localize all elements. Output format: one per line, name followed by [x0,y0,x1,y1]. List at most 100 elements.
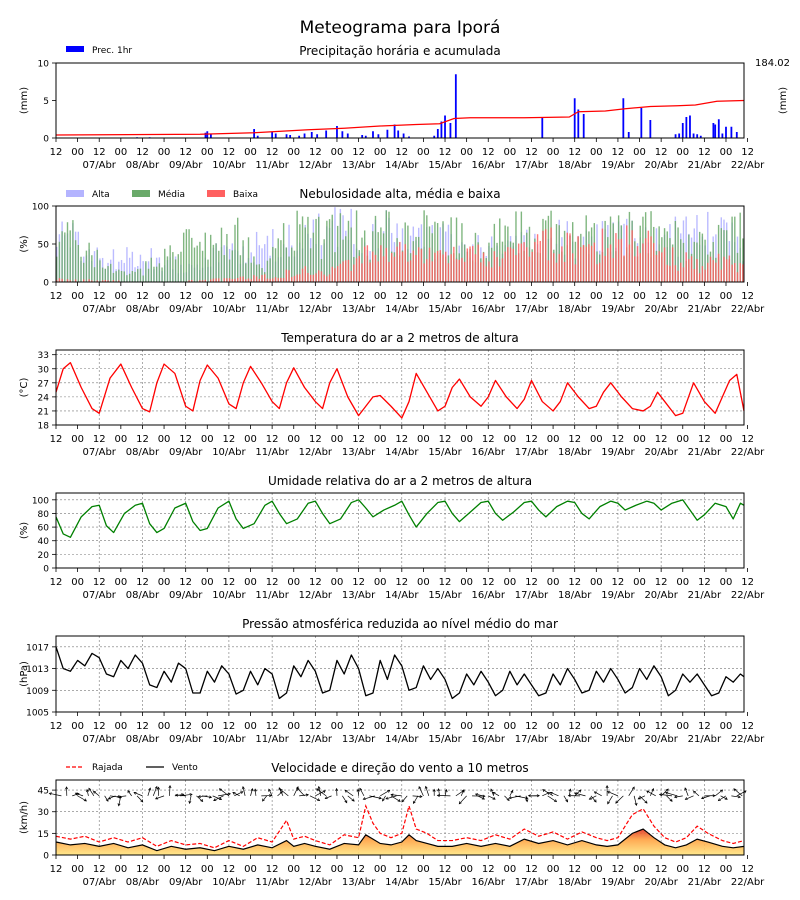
x-tick-label: 12 [395,864,408,875]
wind-arrow [666,795,673,802]
x-tick-label: 12 [525,721,538,732]
wind-arrowhead [481,796,485,800]
cloud-bar [404,244,406,282]
cloud-bar [104,268,107,282]
wind-arrowhead [148,787,152,791]
cloud-bar [272,278,274,282]
cloud-bar [377,261,379,282]
wind-arrowhead [536,794,540,798]
cloud-bar [158,263,161,282]
cloud-bar [466,248,469,282]
cloud-bar [185,229,188,282]
x-tick-label: 00 [676,577,689,588]
wind-arrowhead [232,792,236,795]
cloud-bar [634,256,636,282]
cloud-bar [442,221,444,282]
y-tick-label: 5 [43,97,49,107]
cloud-bar [131,271,134,282]
precip-bar [627,132,630,138]
cloud-bar [569,233,571,282]
cloud-bar [218,278,220,282]
x-day-label: 08/Abr [126,304,160,315]
precip-bar [692,133,695,138]
x-tick-label: 12 [136,434,149,445]
cloud-bar [264,244,266,282]
wind-arrowhead [458,801,462,805]
wind-arrow [574,789,581,797]
wind-arrowhead [733,788,737,792]
cloud-bar [266,235,269,282]
wind-arrow [357,789,359,796]
wind-arrow [607,795,613,805]
gust-line [55,803,745,849]
x-tick-label: 00 [244,721,257,732]
x-tick-label: 12 [266,434,279,445]
wind-arrow [218,793,231,797]
legend-label: Rajada [92,763,123,773]
x-tick-label: 12 [741,577,754,588]
x-tick-label: 00 [244,291,257,302]
cloud-bar [99,260,101,282]
cloud-bar [226,233,228,282]
x-tick-label: 12 [612,721,625,732]
precip-bar [712,123,715,138]
x-tick-label: 12 [93,291,106,302]
cloud-bar [566,232,568,282]
y-tick-label: 21 [38,407,49,417]
y-tick-label: 1005 [26,709,49,719]
cloud-bar [604,220,606,282]
wind-arrowhead [508,796,512,800]
wind-arrow [316,788,327,797]
precip-bar [361,135,364,138]
cloud-bar [617,239,620,282]
x-day-label: 08/Abr [126,877,160,888]
cloud-bar [728,255,731,282]
x-day-label: 14/Abr [385,590,419,601]
cloud-bar [572,222,574,282]
x-tick-label: 12 [568,434,581,445]
x-tick-label: 12 [698,577,711,588]
cloud-bar [326,220,328,282]
cloud-bar [582,244,585,282]
cloud-bar [636,246,639,282]
x-tick-label: 00 [287,721,300,732]
x-tick-label: 00 [547,291,560,302]
cloud-bar [345,236,347,282]
x-tick-label: 12 [655,721,668,732]
x-tick-label: 12 [136,721,149,732]
cloud-bar [166,256,169,282]
cloud-bar [107,266,109,282]
cloud-bar [315,273,317,282]
cloud-bar [720,269,722,282]
x-tick-label: 12 [179,864,192,875]
cloud-bar [407,225,409,282]
wind-arrow [262,795,267,802]
x-tick-label: 12 [568,577,581,588]
x-tick-label: 00 [158,864,171,875]
cloud-bar [701,266,704,282]
precip-bar [582,114,585,138]
plot-frame [55,349,745,426]
wind-arrowhead [269,794,273,798]
cloud-bar [334,252,336,282]
accum-line [55,99,745,136]
cloud-bar [350,270,352,282]
x-tick-label: 00 [158,434,171,445]
wind-arrow [108,795,116,800]
wind-arrowhead [737,795,741,799]
cloud-bar [715,262,717,282]
x-tick-label: 00 [201,864,214,875]
cloud-bar [142,275,144,282]
x-tick-label: 12 [525,291,538,302]
wind-arrow [475,793,483,797]
cloud-bar [336,266,339,282]
cloud-bar [445,251,447,282]
precip-bar [316,134,319,138]
wind-arrow [509,795,521,799]
wind-arrow [234,791,243,797]
x-tick-label: 12 [698,721,711,732]
cloud-bar [655,254,658,282]
x-day-label: 09/Abr [169,590,203,601]
cloud-bar [590,245,593,282]
cloud-bar [358,255,360,282]
